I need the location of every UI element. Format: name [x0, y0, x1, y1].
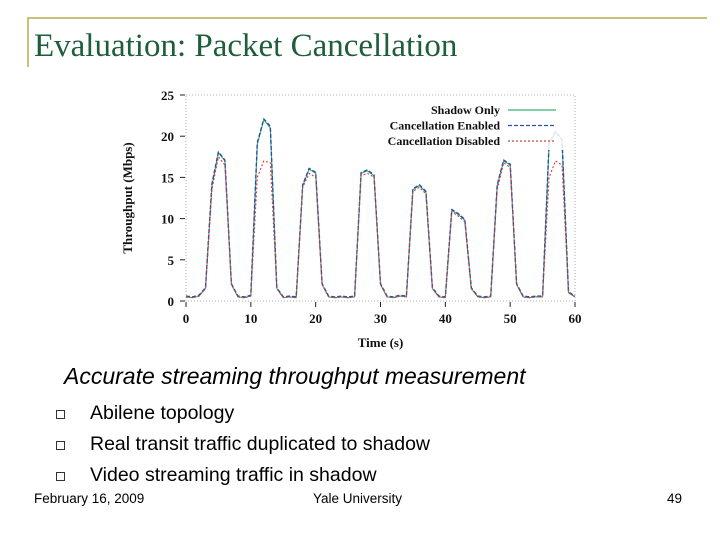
- footer-organization: Yale University: [313, 491, 403, 506]
- legend-entry-label: Cancellation Disabled: [388, 134, 501, 148]
- square-bullet-icon: [56, 472, 65, 481]
- slide-subtitle: Accurate streaming throughput measuremen…: [64, 363, 526, 389]
- bullet-text: Real transit traffic duplicated to shado…: [90, 433, 430, 455]
- y-axis-label: Throughput (Mbps): [120, 142, 135, 253]
- x-tick-label: 20: [309, 311, 322, 326]
- y-tick-label: 10: [161, 212, 174, 227]
- footer-page-number: 49: [667, 491, 683, 506]
- title-frame-left: [27, 17, 29, 67]
- x-tick-label: 30: [374, 311, 387, 326]
- bullet-text: Video streaming traffic in shadow: [90, 464, 377, 486]
- bullet-list: Abilene topology Real transit traffic du…: [56, 398, 430, 491]
- slide-title: Evaluation: Packet Cancellation: [34, 28, 458, 64]
- title-frame-top: [27, 17, 707, 19]
- bullet-item: Real transit traffic duplicated to shado…: [56, 429, 430, 460]
- y-tick-label: 20: [161, 129, 174, 144]
- bullet-text: Abilene topology: [90, 402, 235, 424]
- x-tick-label: 60: [569, 311, 582, 326]
- throughput-chart: 0 5 10 15 20 25 0 10 20 30 40 50 60 Time (s) Throughpu…: [120, 88, 582, 350]
- legend-entry-label: Shadow Only: [431, 103, 500, 117]
- chart-legend: Shadow Only Cancellation EnabledCancellat…: [358, 98, 573, 150]
- x-tick-label: 10: [244, 311, 257, 326]
- y-tick-label: 0: [168, 294, 175, 309]
- legend-entry-label: Cancellation Enabled: [390, 119, 501, 133]
- y-tick-label: 25: [161, 88, 175, 103]
- y-tick-label: 15: [161, 170, 175, 185]
- bullet-item: Abilene topology: [56, 398, 430, 429]
- x-axis-label: Time (s): [358, 335, 404, 350]
- square-bullet-icon: [56, 410, 65, 419]
- footer-date: February 16, 2009: [34, 491, 145, 506]
- x-tick-label: 0: [183, 311, 190, 326]
- x-tick-label: 50: [504, 311, 517, 326]
- bullet-item: Video streaming traffic in shadow: [56, 460, 430, 491]
- square-bullet-icon: [56, 441, 65, 450]
- x-tick-label: 40: [439, 311, 452, 326]
- plot-area-border: [185, 94, 576, 302]
- y-tick-label: 5: [168, 253, 175, 268]
- series-line-cancellation-disabled: [185, 156, 576, 299]
